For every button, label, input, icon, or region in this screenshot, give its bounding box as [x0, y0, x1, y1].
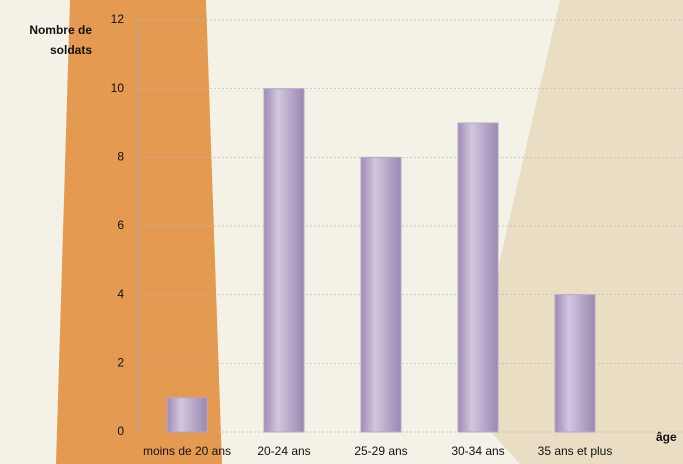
- y-tick-label: 10: [111, 81, 125, 95]
- background-stripe: [56, 0, 222, 464]
- y-tick-label: 6: [117, 218, 124, 232]
- bar: [360, 156, 402, 433]
- y-axis-label: Nombre de soldats: [29, 23, 92, 57]
- bar: [263, 88, 305, 433]
- bar: [554, 294, 596, 433]
- background-document: [480, 0, 683, 464]
- x-axis-label: âge: [656, 430, 677, 444]
- y-tick-label: 0: [117, 424, 124, 438]
- x-tick-label: moins de 20 ans: [143, 444, 231, 458]
- bar: [166, 397, 208, 433]
- y-tick-label: 4: [117, 287, 124, 301]
- bar: [457, 122, 499, 433]
- x-tick-label: 25-29 ans: [354, 444, 407, 458]
- x-tick-label: 30-34 ans: [451, 444, 504, 458]
- x-tick-label: 20-24 ans: [257, 444, 310, 458]
- y-tick-label: 8: [117, 150, 124, 164]
- y-tick-label: 2: [117, 356, 124, 370]
- x-tick-label: 35 ans et plus: [538, 444, 613, 458]
- y-tick-label: 12: [111, 12, 125, 26]
